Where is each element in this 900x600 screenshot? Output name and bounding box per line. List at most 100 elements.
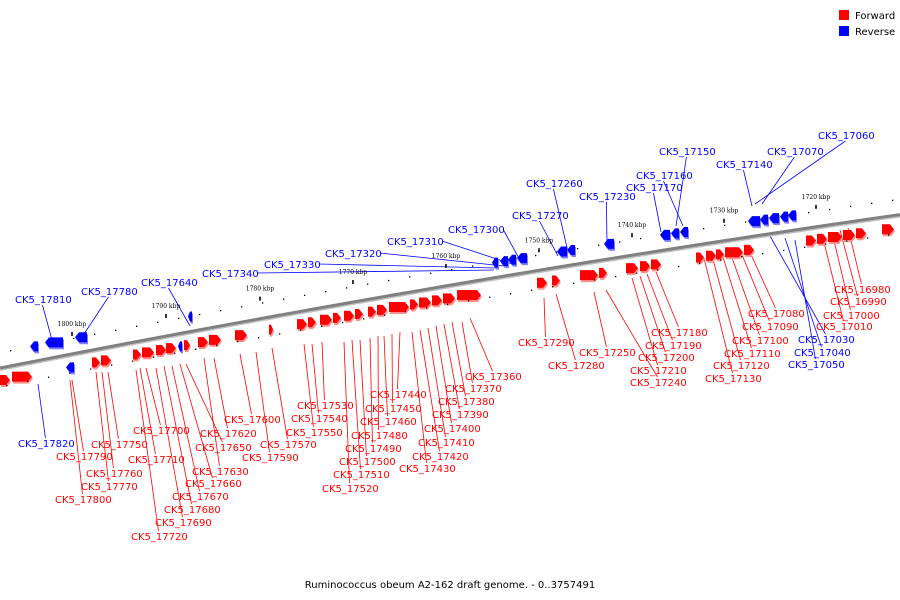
- gene-label-ck5_17050[interactable]: CK5_17050: [788, 360, 845, 371]
- gene-label-ck5_17710[interactable]: CK5_17710: [128, 455, 185, 466]
- gene-label-ck5_17140[interactable]: CK5_17140: [716, 160, 773, 171]
- reverse-gene[interactable]: [567, 245, 575, 256]
- reverse-gene[interactable]: [75, 332, 87, 343]
- gene-label-ck5_17390[interactable]: CK5_17390: [432, 410, 489, 421]
- gene-label-ck5_17540[interactable]: CK5_17540: [291, 414, 348, 425]
- gene-label-ck5_17490[interactable]: CK5_17490: [345, 444, 402, 455]
- gene-label-ck5_17650[interactable]: CK5_17650: [195, 443, 252, 454]
- gene-label-ck5_17770[interactable]: CK5_17770: [81, 482, 138, 493]
- forward-gene[interactable]: [308, 317, 316, 328]
- forward-gene[interactable]: [651, 259, 661, 270]
- gene-label-ck5_17310[interactable]: CK5_17310: [387, 237, 444, 248]
- forward-gene[interactable]: [599, 267, 607, 278]
- gene-label-ck5_17720[interactable]: CK5_17720: [131, 532, 188, 543]
- forward-gene[interactable]: [640, 261, 650, 272]
- forward-gene[interactable]: [744, 244, 754, 255]
- reverse-gene[interactable]: [30, 341, 38, 352]
- forward-gene[interactable]: [377, 304, 387, 315]
- gene-label-ck5_17380[interactable]: CK5_17380: [438, 397, 495, 408]
- gene-label-ck5_16980[interactable]: CK5_16980: [834, 285, 891, 296]
- forward-gene[interactable]: [410, 299, 418, 310]
- reverse-gene[interactable]: [660, 229, 670, 240]
- gene-label-ck5_17500[interactable]: CK5_17500: [339, 457, 396, 468]
- forward-gene[interactable]: [419, 297, 431, 308]
- gene-label-ck5_17340[interactable]: CK5_17340: [202, 269, 259, 280]
- forward-gene[interactable]: [696, 252, 704, 263]
- gene-label-ck5_17190[interactable]: CK5_17190: [645, 341, 702, 352]
- forward-gene[interactable]: [12, 371, 32, 382]
- gene-label-ck5_17810[interactable]: CK5_17810: [15, 295, 72, 306]
- gene-label-ck5_17640[interactable]: CK5_17640: [141, 278, 198, 289]
- forward-gene[interactable]: [184, 340, 190, 351]
- forward-gene[interactable]: [333, 312, 341, 323]
- gene-label-ck5_17410[interactable]: CK5_17410: [418, 438, 475, 449]
- gene-label-ck5_17360[interactable]: CK5_17360: [465, 372, 522, 383]
- gene-label-ck5_17800[interactable]: CK5_17800: [55, 495, 112, 506]
- gene-label-ck5_17420[interactable]: CK5_17420: [412, 452, 469, 463]
- reverse-gene[interactable]: [604, 238, 614, 249]
- gene-label-ck5_17300[interactable]: CK5_17300: [448, 225, 505, 236]
- forward-gene[interactable]: [320, 314, 332, 325]
- gene-label-ck5_17430[interactable]: CK5_17430: [399, 464, 456, 475]
- reverse-gene[interactable]: [557, 246, 567, 257]
- forward-gene[interactable]: [828, 232, 842, 243]
- gene-label-ck5_17120[interactable]: CK5_17120: [713, 361, 770, 372]
- gene-label-ck5_17160[interactable]: CK5_17160: [636, 171, 693, 182]
- forward-gene[interactable]: [856, 228, 866, 239]
- gene-label-ck5_17790[interactable]: CK5_17790: [56, 452, 113, 463]
- reverse-gene[interactable]: [66, 362, 74, 373]
- gene-label-ck5_17200[interactable]: CK5_17200: [638, 353, 695, 364]
- gene-label-ck5_17690[interactable]: CK5_17690: [155, 518, 212, 529]
- forward-gene[interactable]: [344, 310, 354, 321]
- reverse-gene[interactable]: [780, 211, 788, 222]
- gene-label-ck5_17100[interactable]: CK5_17100: [732, 336, 789, 347]
- forward-gene[interactable]: [166, 343, 176, 354]
- gene-label-ck5_17670[interactable]: CK5_17670: [172, 492, 229, 503]
- forward-gene[interactable]: [355, 308, 363, 319]
- gene-label-ck5_17700[interactable]: CK5_17700: [133, 426, 190, 437]
- gene-label-ck5_17440[interactable]: CK5_17440: [370, 390, 427, 401]
- forward-gene[interactable]: [716, 249, 724, 260]
- gene-label-ck5_17530[interactable]: CK5_17530: [297, 401, 354, 412]
- reverse-gene[interactable]: [748, 216, 760, 227]
- forward-gene[interactable]: [209, 334, 221, 345]
- gene-label-ck5_17750[interactable]: CK5_17750: [91, 440, 148, 451]
- gene-label-ck5_17510[interactable]: CK5_17510: [333, 470, 390, 481]
- reverse-gene[interactable]: [680, 226, 688, 237]
- gene-label-ck5_17010[interactable]: CK5_17010: [816, 322, 873, 333]
- gene-label-ck5_17630[interactable]: CK5_17630: [192, 467, 249, 478]
- gene-label-ck5_17230[interactable]: CK5_17230: [579, 192, 636, 203]
- gene-label-ck5_17070[interactable]: CK5_17070: [767, 147, 824, 158]
- gene-label-ck5_17820[interactable]: CK5_17820: [18, 439, 75, 450]
- reverse-gene[interactable]: [760, 214, 768, 225]
- gene-label-ck5_17250[interactable]: CK5_17250: [579, 348, 636, 359]
- reverse-gene[interactable]: [517, 253, 527, 264]
- forward-gene[interactable]: [806, 235, 816, 246]
- gene-label-ck5_17170[interactable]: CK5_17170: [626, 183, 683, 194]
- forward-gene[interactable]: [368, 306, 376, 317]
- gene-label-ck5_17130[interactable]: CK5_17130: [705, 374, 762, 385]
- reverse-gene[interactable]: [492, 257, 498, 268]
- reverse-gene[interactable]: [45, 337, 63, 348]
- forward-gene[interactable]: [101, 355, 111, 366]
- reverse-gene[interactable]: [769, 213, 779, 224]
- gene-label-ck5_17760[interactable]: CK5_17760: [86, 469, 143, 480]
- reverse-gene[interactable]: [788, 210, 796, 221]
- gene-label-ck5_17060[interactable]: CK5_17060: [818, 131, 875, 142]
- reverse-gene[interactable]: [500, 256, 508, 267]
- forward-gene[interactable]: [432, 295, 442, 306]
- forward-gene[interactable]: [580, 270, 598, 281]
- forward-gene[interactable]: [457, 289, 481, 300]
- gene-label-ck5_16990[interactable]: CK5_16990: [830, 297, 887, 308]
- gene-label-ck5_17660[interactable]: CK5_17660: [185, 479, 242, 490]
- forward-gene[interactable]: [843, 229, 855, 240]
- forward-gene[interactable]: [297, 319, 307, 330]
- gene-label-ck5_17150[interactable]: CK5_17150: [659, 147, 716, 158]
- gene-label-ck5_17080[interactable]: CK5_17080: [748, 309, 805, 320]
- gene-label-ck5_17680[interactable]: CK5_17680: [164, 505, 221, 516]
- gene-label-ck5_17180[interactable]: CK5_17180: [651, 328, 708, 339]
- forward-gene[interactable]: [156, 344, 166, 355]
- gene-label-ck5_17090[interactable]: CK5_17090: [742, 322, 799, 333]
- gene-label-ck5_17210[interactable]: CK5_17210: [630, 366, 687, 377]
- gene-label-ck5_17780[interactable]: CK5_17780: [81, 287, 138, 298]
